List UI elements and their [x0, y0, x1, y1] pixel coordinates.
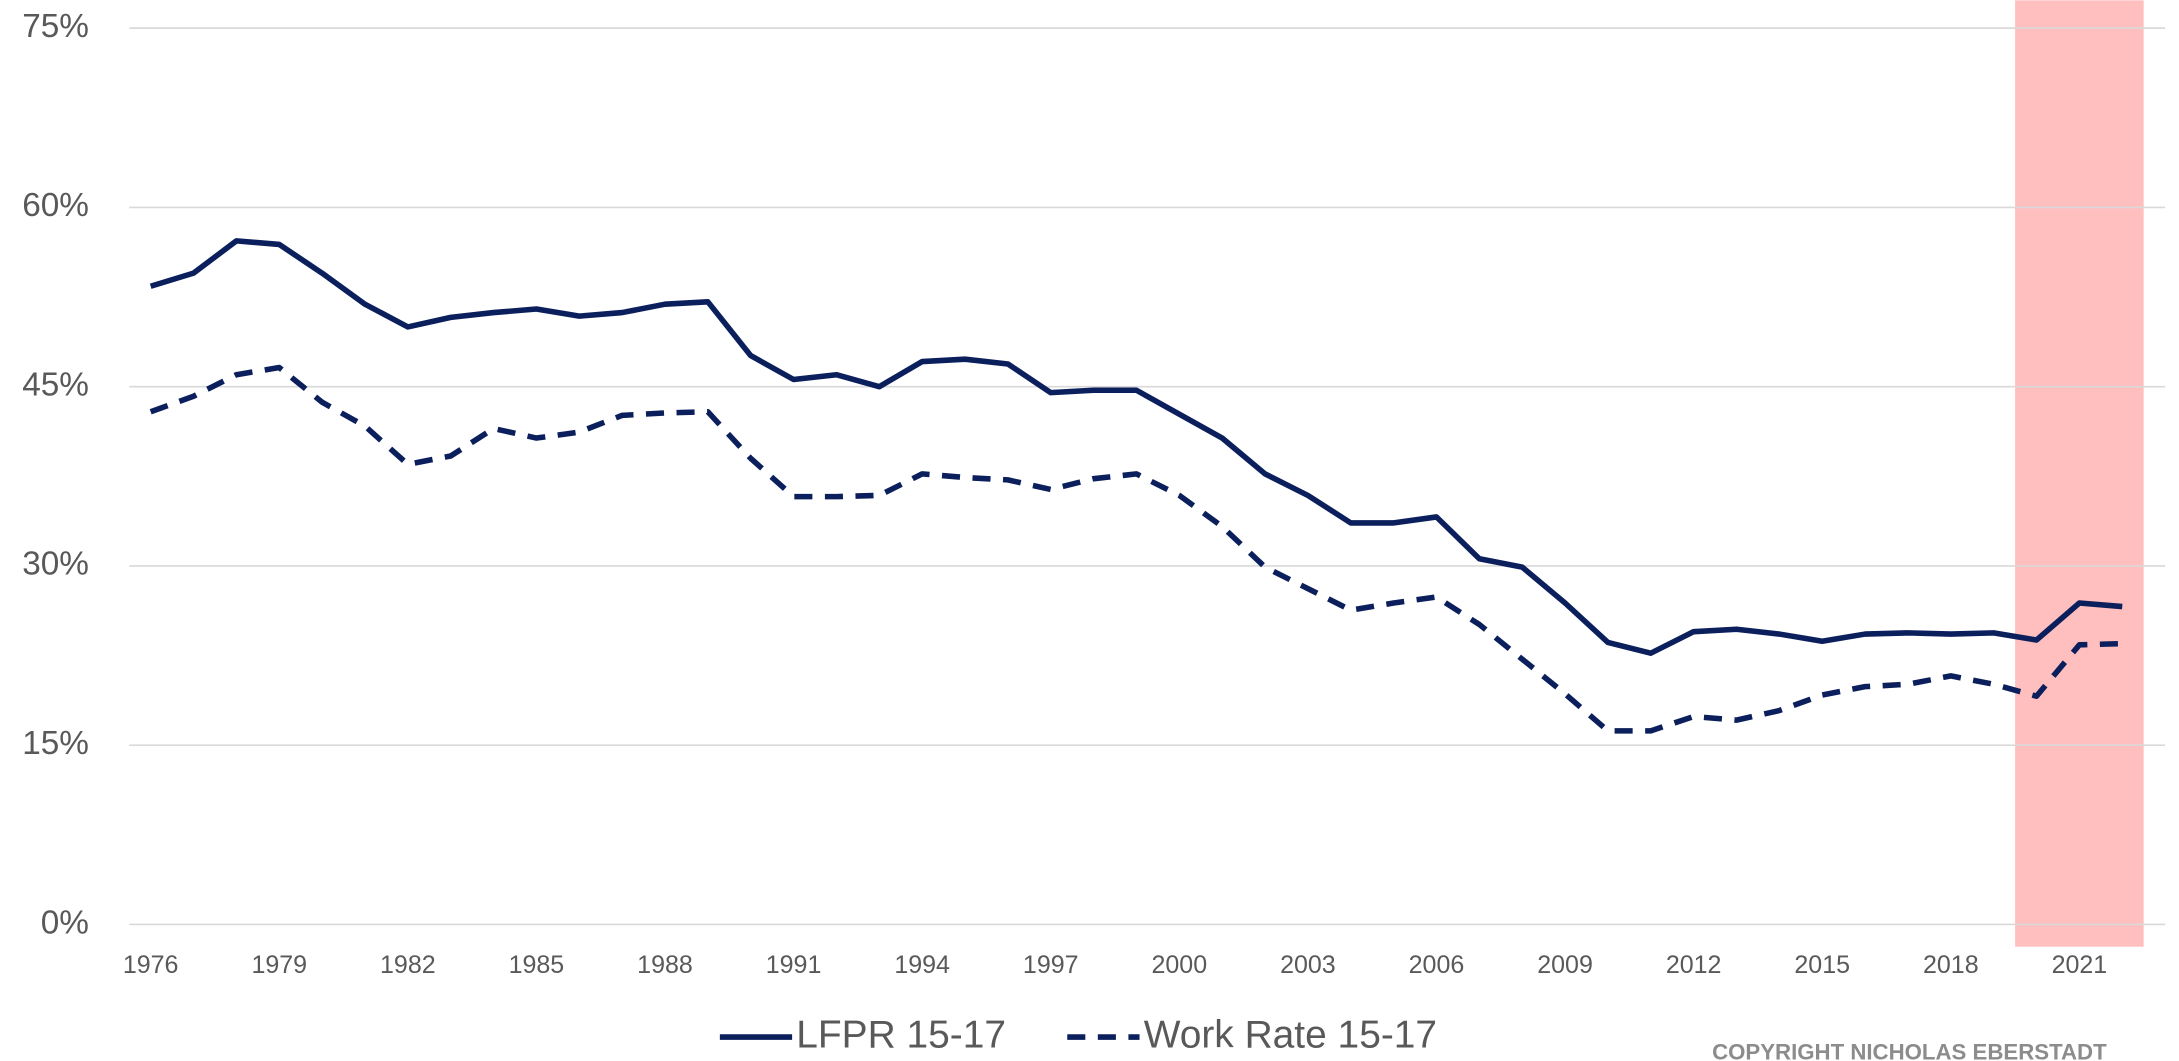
x-tick-label: 1985	[509, 951, 565, 979]
y-tick-label: 60%	[22, 187, 89, 224]
legend-label: Work Rate 15-17	[1144, 1013, 1437, 1056]
line-series	[149, 364, 2123, 734]
x-tick-label: 2015	[1794, 951, 1850, 979]
x-tick-label: 1988	[637, 951, 693, 979]
copyright-note: COPYRIGHT NICHOLAS EBERSTADT	[1712, 1040, 2107, 1061]
y-tick-label: 45%	[22, 366, 89, 403]
x-tick-label: 1982	[380, 951, 436, 979]
x-tick-label: 2021	[2052, 951, 2108, 979]
x-tick-label: 1991	[766, 951, 822, 979]
x-tick-label: 1976	[123, 951, 179, 979]
x-tick-label: 2000	[1152, 951, 1208, 979]
x-tick-label: 2009	[1537, 951, 1593, 979]
x-tick-label: 1994	[894, 951, 950, 979]
y-tick-label: 15%	[22, 725, 89, 762]
x-tick-label: 1979	[251, 951, 307, 979]
y-tick-label: 0%	[41, 904, 89, 941]
y-tick-label: 30%	[22, 546, 89, 583]
x-tick-label: 2003	[1280, 951, 1336, 979]
x-tick-label: 2018	[1923, 951, 1979, 979]
y-tick-label: 75%	[22, 8, 89, 45]
line-series	[149, 238, 2123, 656]
x-tick-label: 1997	[1023, 951, 1079, 979]
x-tick-label: 2006	[1409, 951, 1465, 979]
highlight-band	[2015, 0, 2144, 947]
x-tick-label: 2012	[1666, 951, 1722, 979]
legend-label: LFPR 15-17	[796, 1013, 1006, 1056]
